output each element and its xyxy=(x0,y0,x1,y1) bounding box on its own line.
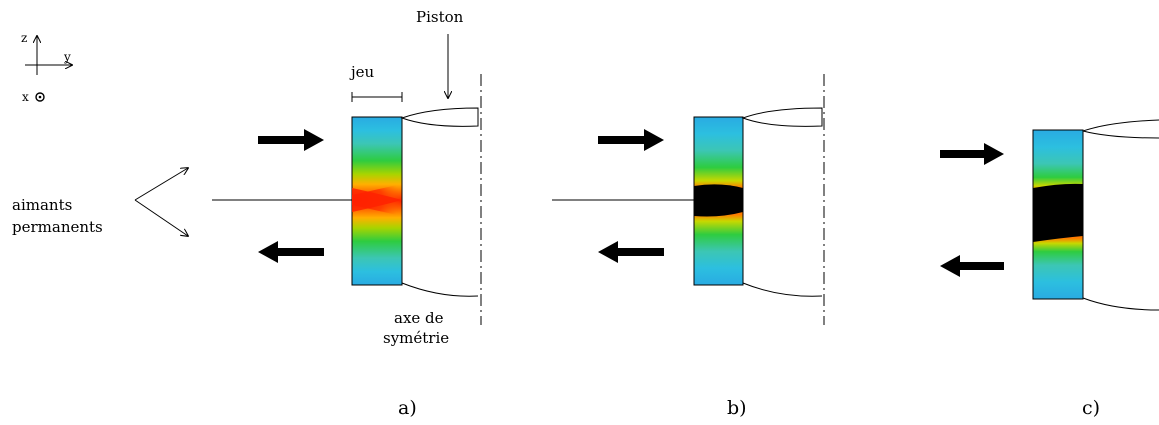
piston-lower-profile xyxy=(742,282,823,297)
saturation-core-black xyxy=(694,184,743,217)
panel-a: jeu Piston axe de symétrie a) xyxy=(212,8,482,419)
magnets-annotation: aimants permanents xyxy=(12,168,188,236)
field-arrowhead-left xyxy=(940,255,960,277)
panel-c: c) xyxy=(940,119,1159,419)
panel-b-caption: b) xyxy=(727,397,747,419)
magnets-label-line2: permanents xyxy=(12,218,103,236)
magnets-pointer-up xyxy=(134,168,188,201)
x-axis-label: x xyxy=(22,90,29,104)
piston-label: Piston xyxy=(416,8,464,26)
field-arrowhead-left xyxy=(598,241,618,263)
field-arrowhead-right xyxy=(304,129,324,151)
y-axis-label: y xyxy=(63,50,71,64)
piston-upper-profile xyxy=(1082,119,1159,132)
panel-c-caption: c) xyxy=(1082,397,1100,419)
saturation-core-peak xyxy=(352,188,402,212)
x-axis-out-of-plane-icon xyxy=(35,92,45,102)
piston-lower-profile xyxy=(401,282,479,297)
magnets-pointer-down xyxy=(134,199,188,236)
field-arrowhead-right xyxy=(644,129,664,151)
piston-head xyxy=(400,107,479,127)
symmetry-axis-label-line2: symétrie xyxy=(383,329,449,347)
panel-b: b) xyxy=(552,74,825,419)
panel-a-caption: a) xyxy=(398,397,417,419)
piston-head-lower xyxy=(1082,130,1159,139)
piston-lower-profile xyxy=(1082,297,1159,311)
field-arrowhead-left xyxy=(258,241,278,263)
field-arrowhead-right xyxy=(984,143,1004,165)
symmetry-axis-label-line1: axe de xyxy=(394,309,444,327)
magnets-label-line1: aimants xyxy=(12,196,72,214)
z-axis-label: z xyxy=(21,31,27,45)
saturation-core-black xyxy=(1033,183,1083,242)
piston-head xyxy=(741,107,823,127)
x-axis-dot-icon xyxy=(38,95,42,99)
jeu-label: jeu xyxy=(349,63,375,81)
axis-triad: z y x xyxy=(21,31,72,104)
